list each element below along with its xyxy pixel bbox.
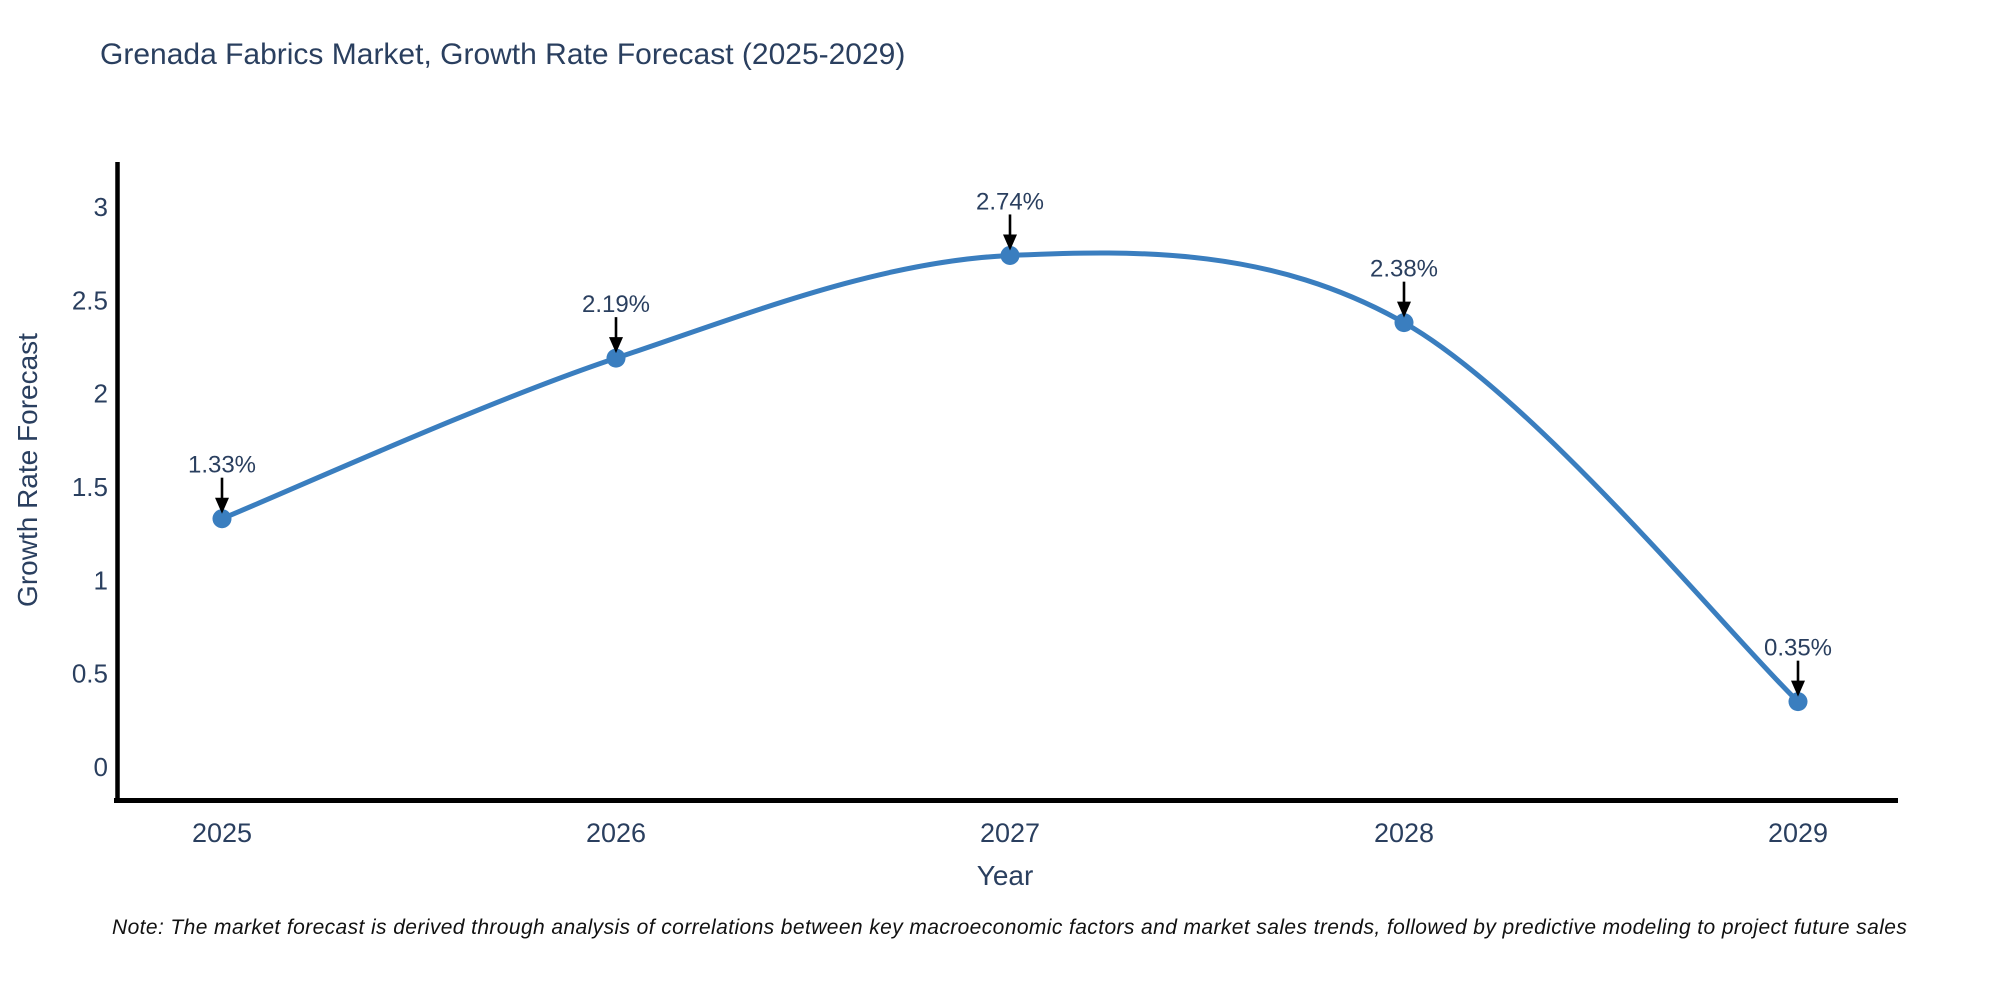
data-point bbox=[212, 509, 232, 529]
data-point bbox=[606, 348, 626, 368]
annotation-label: 2.38% bbox=[1370, 256, 1438, 283]
y-tick-label: 1 bbox=[94, 565, 108, 595]
annotation-label: 2.19% bbox=[582, 291, 650, 318]
annotation-label: 2.74% bbox=[976, 188, 1044, 215]
x-tick-label: 2028 bbox=[1374, 818, 1434, 848]
y-tick-label: 0 bbox=[94, 752, 108, 782]
annotation-arrowhead bbox=[1003, 234, 1017, 251]
x-tick-label: 2026 bbox=[586, 818, 646, 848]
trend-line bbox=[219, 250, 1801, 705]
x-tick-label: 2025 bbox=[192, 818, 252, 848]
y-tick-label: 2 bbox=[94, 379, 108, 409]
x-axis-title: Year bbox=[976, 860, 1034, 891]
chart-title: Grenada Fabrics Market, Growth Rate Fore… bbox=[100, 38, 906, 71]
data-point bbox=[1788, 692, 1808, 712]
annotation-arrowhead bbox=[215, 497, 229, 514]
y-tick-label: 1.5 bbox=[72, 472, 108, 502]
annotation-label: 1.33% bbox=[188, 452, 256, 479]
x-tick-label: 2027 bbox=[980, 818, 1040, 848]
y-tick-label: 2.5 bbox=[72, 285, 108, 315]
annotation-arrowhead bbox=[609, 337, 623, 354]
annotation-label: 0.35% bbox=[1764, 635, 1832, 662]
x-tick-label: 2029 bbox=[1768, 818, 1828, 848]
data-point bbox=[1394, 313, 1414, 333]
annotation-arrowhead bbox=[1791, 680, 1805, 697]
data-point bbox=[1000, 245, 1020, 265]
annotation-arrowhead bbox=[1397, 301, 1411, 318]
y-tick-label: 0.5 bbox=[72, 659, 108, 689]
y-tick-label: 3 bbox=[94, 192, 108, 222]
footnote: Note: The market forecast is derived thr… bbox=[112, 916, 1908, 939]
